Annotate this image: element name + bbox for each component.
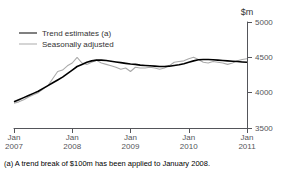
svg-text:4500: 4500: [255, 53, 273, 62]
svg-text:2008: 2008: [63, 142, 81, 151]
svg-text:4000: 4000: [255, 88, 273, 97]
svg-text:(a) A trend break of $100m has: (a) A trend break of $100m has been appl…: [4, 159, 210, 168]
svg-text:Jan: Jan: [241, 133, 254, 142]
svg-text:$m: $m: [241, 7, 254, 17]
svg-text:2010: 2010: [180, 142, 198, 151]
svg-text:3500: 3500: [255, 124, 273, 133]
svg-text:Jan: Jan: [124, 133, 137, 142]
svg-text:Jan: Jan: [66, 133, 79, 142]
svg-text:2011: 2011: [238, 142, 256, 151]
svg-text:5000: 5000: [255, 18, 273, 27]
svg-text:Jan: Jan: [8, 133, 21, 142]
svg-text:Trend estimates (a): Trend estimates (a): [42, 29, 111, 38]
svg-text:2007: 2007: [5, 142, 23, 151]
svg-text:Seasonally adjusted: Seasonally adjusted: [42, 40, 114, 49]
svg-text:2009: 2009: [122, 142, 140, 151]
svg-text:Jan: Jan: [182, 133, 195, 142]
